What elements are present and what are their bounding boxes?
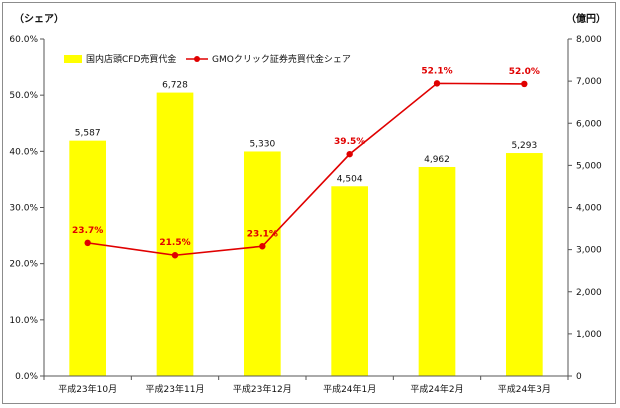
share-value-label: 39.5% bbox=[334, 137, 365, 147]
bar-value-label: 5,587 bbox=[75, 129, 101, 139]
bar-3 bbox=[243, 151, 281, 376]
bar-4 bbox=[331, 186, 369, 376]
y-right-tick-label: 8,000 bbox=[576, 35, 602, 45]
y-left-tick-label: 30.0% bbox=[9, 204, 38, 214]
y-right-tick-label: 6,000 bbox=[576, 119, 602, 129]
y-left-tick-label: 50.0% bbox=[9, 91, 38, 101]
legend: 国内店頭CFD売買代金 GMOクリック証券売買代金シェア bbox=[64, 53, 351, 65]
share-point-3 bbox=[259, 243, 266, 250]
share-value-label: 21.5% bbox=[159, 238, 190, 248]
x-tick-label: 平成24年3月 bbox=[498, 383, 551, 395]
y-right-tick-label: 5,000 bbox=[576, 161, 602, 171]
x-tick-label: 平成23年11月 bbox=[146, 383, 205, 395]
y-right-tick-label: 0 bbox=[576, 372, 582, 382]
y-right-unit-label: （億円） bbox=[566, 12, 606, 25]
bar-value-label: 5,330 bbox=[249, 139, 275, 149]
y-left-tick-label: 40.0% bbox=[9, 147, 38, 157]
y-left-tick-label: 0.0% bbox=[15, 372, 38, 382]
y-right-tick-label: 4,000 bbox=[576, 204, 602, 214]
legend-bar-label: 国内店頭CFD売買代金 bbox=[86, 53, 176, 65]
share-point-5 bbox=[433, 80, 441, 87]
legend-line-label: GMOクリック証券売買代金シェア bbox=[212, 53, 351, 65]
y-left-tick-label: 60.0% bbox=[9, 35, 38, 45]
share-value-label: 23.1% bbox=[247, 229, 278, 239]
bar-6 bbox=[505, 153, 543, 376]
bar-1 bbox=[69, 140, 107, 376]
y-right-tick-label: 3,000 bbox=[576, 246, 602, 256]
share-value-label: 52.0% bbox=[509, 67, 540, 77]
bar-5 bbox=[418, 166, 456, 376]
bar-value-label: 6,728 bbox=[162, 81, 188, 91]
x-tick-label: 平成23年10月 bbox=[58, 383, 117, 395]
share-value-label: 23.7% bbox=[72, 226, 103, 236]
legend-bar-swatch bbox=[64, 55, 82, 63]
bar-2 bbox=[156, 92, 194, 376]
share-point-2 bbox=[171, 252, 179, 259]
y-right-tick-label: 7,000 bbox=[576, 77, 602, 87]
legend-line-marker bbox=[194, 56, 200, 62]
share-point-4 bbox=[346, 150, 353, 158]
y-right-tick-label: 1,000 bbox=[576, 330, 602, 340]
x-tick-label: 平成24年2月 bbox=[410, 383, 463, 395]
share-line bbox=[87, 82, 525, 257]
share-point-6 bbox=[521, 80, 528, 88]
x-tick-label: 平成24年1月 bbox=[323, 383, 376, 395]
share-point-1 bbox=[84, 239, 91, 247]
share-value-label: 52.1% bbox=[421, 66, 452, 76]
bar-value-label: 4,962 bbox=[424, 155, 450, 165]
bar-value-label: 5,293 bbox=[511, 141, 537, 151]
y-left-tick-label: 10.0% bbox=[9, 316, 38, 326]
y-left-tick-label: 20.0% bbox=[9, 260, 38, 270]
y-left-unit-label: （シェア） bbox=[14, 12, 64, 25]
y-right-tick-label: 2,000 bbox=[576, 288, 602, 298]
x-tick-label: 平成23年12月 bbox=[233, 383, 292, 395]
bar-value-label: 4,504 bbox=[337, 174, 363, 184]
